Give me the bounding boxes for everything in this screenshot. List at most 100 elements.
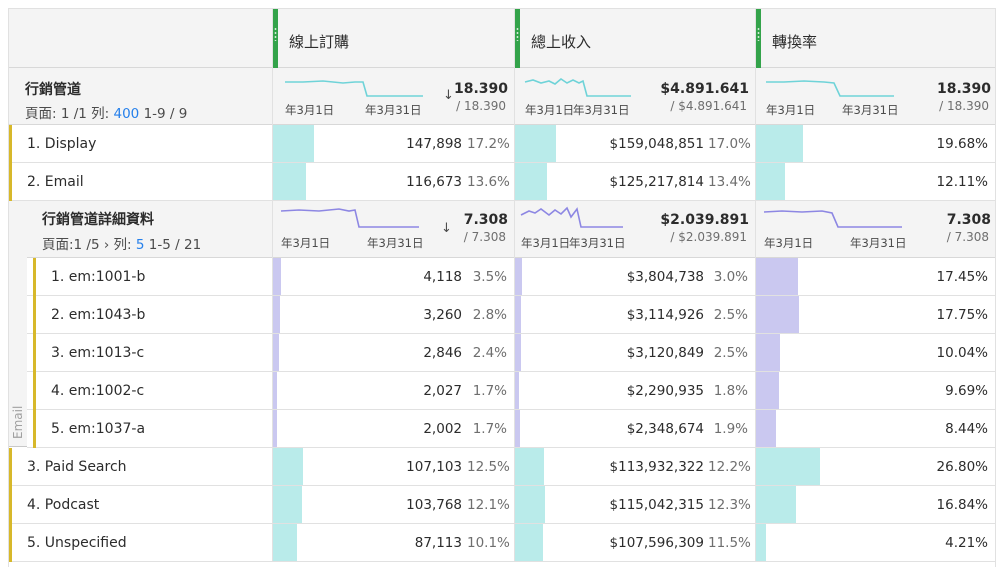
row-accent — [33, 296, 36, 334]
dimension-title: 行銷管道詳細資料 — [42, 212, 154, 228]
orders-bar — [273, 524, 298, 561]
column-divider — [514, 258, 515, 296]
revenue-bar — [515, 163, 548, 200]
table-row[interactable]: 1. em:1001-b 4,118 3.5% $3,804,738 3.0% … — [27, 258, 995, 296]
drag-handle-icon[interactable] — [515, 9, 520, 68]
row-label[interactable]: 1. Display — [27, 136, 97, 152]
sort-desc-icon[interactable]: ↓ — [443, 88, 454, 103]
row-label[interactable]: 2. em:1043-b — [51, 307, 146, 323]
date-start: 年3月1日 — [764, 236, 814, 250]
table-row[interactable]: 2. Email 116,673 13.6% $125,217,814 13.4… — [9, 163, 995, 201]
freeform-table: 線上訂購 總上收入 轉換率 行銷管道 頁面: 1 /1 列: 400 1-9 /… — [8, 8, 996, 567]
table-row[interactable]: 2. em:1043-b 3,260 2.8% $3,114,926 2.5% … — [27, 296, 995, 334]
table-row[interactable]: 1. Display 147,898 17.2% $159,048,851 17… — [9, 125, 995, 163]
row-accent — [9, 125, 12, 163]
column-divider — [514, 163, 515, 201]
summary-cell-conversion: 年3月1日 年3月31日 7.308 / 7.308 — [755, 201, 995, 258]
revenue-percent: 17.0% — [708, 136, 751, 152]
conversion-bar — [756, 334, 781, 371]
table-row[interactable]: 4. em:1002-c 2,027 1.7% $2,290,935 1.8% … — [27, 372, 995, 410]
revenue-value: $113,932,322 — [609, 459, 704, 475]
pager-text: 頁面: 1 /1 列: — [25, 106, 110, 122]
column-header-orders[interactable]: 線上訂購 — [272, 9, 514, 68]
row-label[interactable]: 2. Email — [27, 174, 84, 190]
summary-cell-orders: 年3月1日 年3月31日 ↓ 18.390 / 18.390 — [272, 68, 514, 125]
drag-handle-icon[interactable] — [273, 9, 278, 68]
conversion-bar — [756, 372, 780, 409]
sort-desc-icon[interactable]: ↓ — [441, 221, 452, 236]
date-end: 年3月31日 — [850, 236, 907, 250]
orders-value: 116,673 — [406, 174, 462, 190]
column-divider — [514, 296, 515, 334]
orders-percent: 2.4% — [472, 345, 507, 361]
row-label[interactable]: 3. Paid Search — [27, 459, 127, 475]
row-accent — [33, 410, 36, 448]
sparkline — [520, 206, 623, 228]
revenue-bar — [515, 125, 556, 162]
revenue-bar — [515, 448, 545, 485]
date-end: 年3月31日 — [365, 103, 422, 117]
column-divider — [272, 334, 273, 372]
revenue-bar — [515, 486, 545, 523]
row-label[interactable]: 3. em:1013-c — [51, 345, 145, 361]
summary-subtotal: / $2.039.891 — [670, 230, 747, 244]
row-label[interactable]: 5. Unspecified — [27, 535, 127, 551]
orders-bar — [273, 258, 282, 295]
row-accent — [33, 334, 36, 372]
drag-handle-icon[interactable] — [756, 9, 761, 68]
row-label[interactable]: 5. em:1037-a — [51, 421, 146, 437]
orders-value: 147,898 — [406, 136, 462, 152]
date-end: 年3月31日 — [367, 236, 424, 250]
date-end: 年3月31日 — [569, 236, 626, 250]
conversion-value: 8.44% — [945, 421, 988, 437]
column-divider — [272, 163, 273, 201]
orders-percent: 2.8% — [472, 307, 507, 323]
revenue-percent: 12.2% — [708, 459, 751, 475]
orders-value: 2,027 — [423, 383, 462, 399]
table-row[interactable]: 4. Podcast 103,768 12.1% $115,042,315 12… — [9, 486, 995, 524]
orders-bar — [273, 372, 278, 409]
summary-cell-revenue: 年3月1日 年3月31日 $2.039.891 / $2.039.891 — [514, 201, 755, 258]
pagination: 頁面: 1 /1 列: 400 1-9 / 9 — [25, 102, 187, 122]
conversion-bar — [756, 258, 798, 295]
column-header-revenue[interactable]: 總上收入 — [514, 9, 755, 68]
column-divider — [755, 448, 756, 486]
row-label[interactable]: 4. em:1002-c — [51, 383, 145, 399]
table-row[interactable]: 5. em:1037-a 2,002 1.7% $2,348,674 1.9% … — [27, 410, 995, 448]
conversion-value: 26.80% — [936, 459, 988, 475]
row-label[interactable]: 1. em:1001-b — [51, 269, 146, 285]
rows-per-page-link[interactable]: 5 — [135, 237, 145, 253]
breakdown-summary-row: 行銷管道詳細資料 頁面:1 /5 › 列: 5 1-5 / 21 年3月1日 年… — [27, 201, 995, 258]
column-divider — [514, 125, 515, 163]
revenue-percent: 11.5% — [708, 535, 751, 551]
column-divider — [514, 372, 515, 410]
revenue-value: $107,596,309 — [609, 535, 704, 551]
revenue-bar — [515, 524, 543, 561]
sparkline — [280, 208, 419, 228]
dimension-title: 行銷管道 — [25, 82, 81, 98]
column-divider — [272, 372, 273, 410]
orders-percent: 17.2% — [467, 136, 510, 152]
revenue-percent: 13.4% — [708, 174, 751, 190]
table-row[interactable]: 5. Unspecified 87,113 10.1% $107,596,309… — [9, 524, 995, 562]
column-divider — [755, 334, 756, 372]
orders-bar — [273, 163, 306, 200]
rows-per-page-link[interactable]: 400 — [113, 106, 140, 122]
column-header-conversion[interactable]: 轉換率 — [755, 9, 995, 68]
summary-total: $2.039.891 — [660, 212, 749, 228]
row-label[interactable]: 4. Podcast — [27, 497, 100, 513]
pager-text: 頁面:1 /5 › 列: — [42, 237, 132, 253]
conversion-bar — [756, 296, 799, 333]
summary-total: 18.390 — [936, 81, 991, 97]
revenue-value: $2,290,935 — [626, 383, 704, 399]
revenue-percent: 1.8% — [713, 383, 748, 399]
orders-bar — [273, 486, 303, 523]
orders-value: 103,768 — [406, 497, 462, 513]
table-row[interactable]: 3. em:1013-c 2,846 2.4% $3,120,849 2.5% … — [27, 334, 995, 372]
row-accent — [33, 258, 36, 296]
breakdown-container: 行銷管道詳細資料 頁面:1 /5 › 列: 5 1-5 / 21 年3月1日 年… — [9, 201, 995, 448]
column-divider — [514, 410, 515, 448]
date-start: 年3月1日 — [766, 103, 816, 117]
table-row[interactable]: 3. Paid Search 107,103 12.5% $113,932,32… — [9, 448, 995, 486]
column-divider — [755, 372, 756, 410]
